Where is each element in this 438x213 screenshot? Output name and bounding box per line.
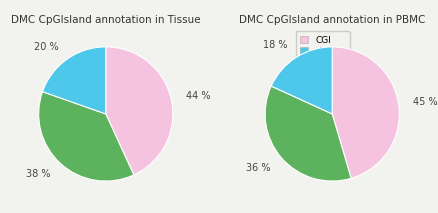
Title: DMC CpGIsland annotation in Tissue: DMC CpGIsland annotation in Tissue: [11, 15, 201, 25]
Wedge shape: [42, 47, 106, 114]
Text: 38 %: 38 %: [26, 170, 51, 179]
Legend: CGI, shores, other: CGI, shores, other: [296, 31, 350, 72]
Text: 18 %: 18 %: [264, 40, 288, 50]
Text: 20 %: 20 %: [34, 42, 59, 52]
Wedge shape: [265, 86, 351, 181]
Text: 45 %: 45 %: [413, 97, 438, 107]
Text: 36 %: 36 %: [246, 163, 270, 173]
Wedge shape: [271, 47, 332, 114]
Title: DMC CpGIsland annotation in PBMC: DMC CpGIsland annotation in PBMC: [239, 15, 425, 25]
Wedge shape: [332, 47, 399, 178]
Text: 44 %: 44 %: [186, 91, 210, 101]
Wedge shape: [106, 47, 173, 175]
Wedge shape: [39, 92, 134, 181]
